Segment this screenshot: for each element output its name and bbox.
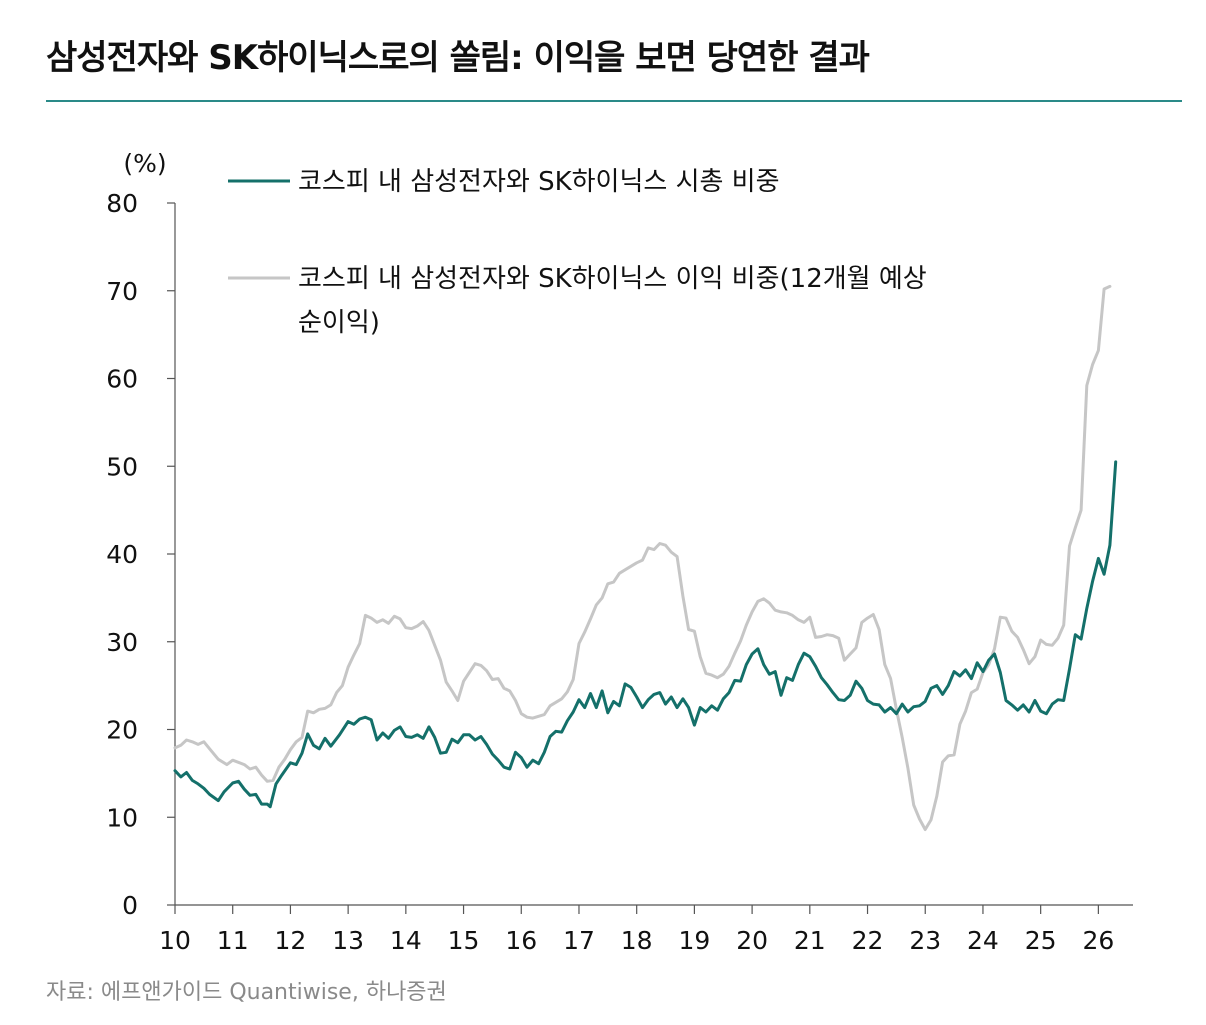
y-tick-label: 30 [106, 628, 138, 657]
x-tick-label: 18 [621, 926, 653, 955]
y-tick-label: 80 [106, 189, 138, 218]
x-tick-label: 13 [332, 926, 364, 955]
source-note: 자료: 에프앤가이드 Quantiwise, 하나증권 [46, 980, 447, 1005]
x-tick-label: 23 [909, 926, 941, 955]
series-line-market-cap [173, 460, 1118, 809]
x-tick-label: 20 [736, 926, 768, 955]
x-tick-label: 16 [505, 926, 537, 955]
x-tick-label: 22 [852, 926, 884, 955]
y-tick-label: 10 [106, 803, 138, 832]
y-tick-label: 50 [106, 452, 138, 481]
y-tick-label: 60 [106, 365, 138, 394]
x-tick-label: 12 [275, 926, 307, 955]
x-tick-label: 10 [159, 926, 191, 955]
x-tick-label: 14 [390, 926, 422, 955]
y-tick-label: 20 [106, 716, 138, 745]
x-tick-label: 15 [448, 926, 480, 955]
x-tick-label: 21 [794, 926, 826, 955]
y-tick-label: 40 [106, 540, 138, 569]
y-tick-label: 0 [122, 891, 138, 920]
x-tick-label: 24 [967, 926, 999, 955]
x-tick-label: 17 [563, 926, 595, 955]
y-tick-label: 70 [106, 277, 138, 306]
x-tick-label: 26 [1082, 926, 1114, 955]
legend-label-market-cap: 코스피 내 삼성전자와 SK하이닉스 시총 비중 [298, 167, 780, 197]
title-divider [46, 100, 1182, 102]
x-axis: 10 11 12 13 14 15 16 17 18 19 20 21 22 23 24 25 26 [159, 904, 1133, 955]
legend-label-earnings-cont: 순이익) [298, 308, 380, 338]
x-tick-label: 19 [678, 926, 710, 955]
y-axis: (%) 0 10 20 30 40 50 60 70 80 [106, 149, 176, 920]
x-tick-label: 25 [1025, 926, 1057, 955]
plot-area [173, 284, 1118, 831]
chart-title: 삼성전자와 SK하이닉스로의 쏠림: 이익을 보면 당연한 결과 [46, 38, 870, 78]
x-tick-label: 11 [217, 926, 249, 955]
series-line-earnings [173, 284, 1112, 831]
y-unit-label: (%) [123, 149, 166, 178]
legend-label-earnings: 코스피 내 삼성전자와 SK하이닉스 이익 비중(12개월 예상 [298, 264, 927, 294]
